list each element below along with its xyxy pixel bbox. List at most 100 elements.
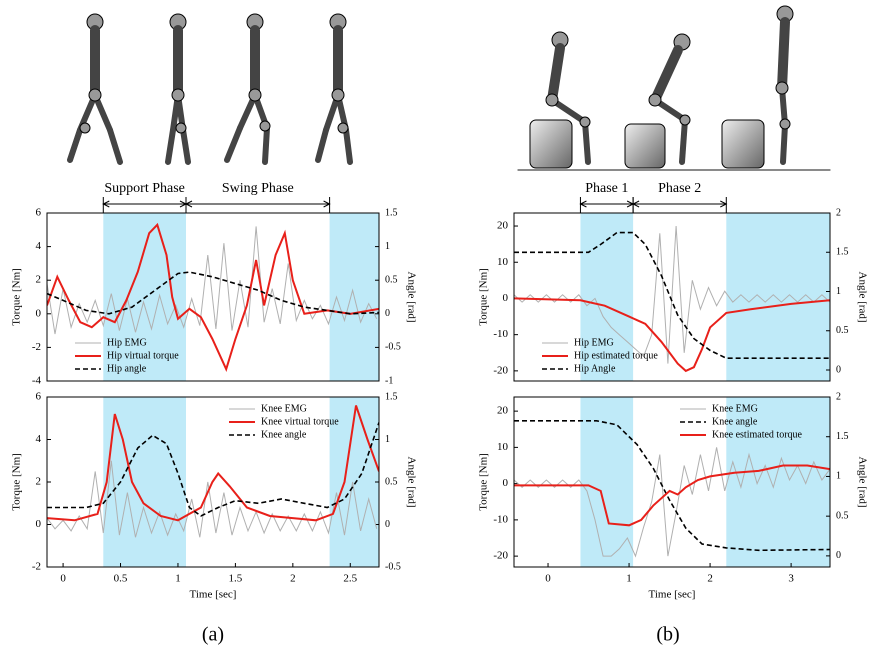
y-tick-label: 0 bbox=[503, 292, 509, 304]
chart: -4-20246-1-0.500.511.5Hip EMGHip virtual… bbox=[11, 181, 418, 386]
plot-area bbox=[47, 225, 379, 369]
y-tick-label: -10 bbox=[493, 513, 508, 525]
y-tick-label: 6 bbox=[36, 391, 42, 403]
y-tick-label: -20 bbox=[493, 550, 508, 562]
y-tick-label: 2 bbox=[36, 274, 42, 286]
x-axis-label: Time [sec] bbox=[649, 589, 696, 601]
phase-arrow bbox=[633, 201, 726, 207]
x-tick-label: 2.5 bbox=[343, 573, 357, 585]
y2-tick-label: 0 bbox=[836, 550, 841, 561]
phase-label: Swing Phase bbox=[222, 181, 294, 196]
walker bbox=[227, 14, 270, 162]
y-tick-label: -10 bbox=[493, 328, 508, 340]
y2-tick-label: 0 bbox=[836, 364, 841, 375]
x-tick-label: 2 bbox=[707, 573, 713, 585]
y2-tick-label: -0.5 bbox=[385, 342, 401, 353]
y2-tick-label: 1 bbox=[836, 471, 841, 482]
y2-tick-label: 0.5 bbox=[836, 510, 849, 521]
x-tick-label: 2 bbox=[290, 573, 296, 585]
y-tick-label: 20 bbox=[497, 405, 509, 417]
walking-figures bbox=[70, 14, 350, 162]
x-tick-label: 0.5 bbox=[114, 573, 128, 585]
y2-tick-label: 0.5 bbox=[836, 325, 849, 336]
legend-label: Hip estimated torque bbox=[574, 350, 658, 361]
y2-tick-label: -1 bbox=[385, 375, 393, 386]
stander bbox=[776, 6, 793, 162]
x-tick-label: 0 bbox=[60, 573, 66, 585]
phase-label: Phase 1 bbox=[585, 181, 628, 196]
caption: (b) bbox=[656, 624, 679, 646]
legend-label: Hip EMG bbox=[107, 337, 147, 348]
y2-tick-label: 1 bbox=[385, 241, 390, 252]
figure: (a) (b) -4-20246-1-0.500.511.5Hip EMGHip… bbox=[0, 0, 875, 654]
legend-label: Knee estimated torque bbox=[712, 429, 803, 440]
y2-tick-label: 1 bbox=[836, 286, 841, 297]
y2-tick-label: 1.5 bbox=[836, 431, 849, 442]
y2-axis-label: Angle [rad] bbox=[405, 456, 417, 507]
sit-to-stand-figures bbox=[518, 6, 830, 170]
caption: (a) bbox=[202, 624, 224, 646]
phase-arrow bbox=[103, 201, 186, 207]
y2-tick-label: 0.5 bbox=[385, 476, 398, 487]
y-tick-label: -2 bbox=[32, 341, 41, 353]
y-tick-label: 0 bbox=[503, 477, 509, 489]
x-tick-label: 1.5 bbox=[229, 573, 243, 585]
y2-tick-label: 1.5 bbox=[385, 391, 398, 402]
x-tick-label: 3 bbox=[788, 573, 794, 585]
y2-axis-label: Angle [rad] bbox=[856, 271, 868, 322]
series-line bbox=[47, 461, 377, 538]
y2-tick-label: 2 bbox=[836, 391, 841, 402]
series-line bbox=[47, 272, 379, 314]
y2-tick-label: 0.5 bbox=[385, 274, 398, 285]
y-axis-label: Torque [Nm] bbox=[478, 453, 490, 511]
y-tick-label: -20 bbox=[493, 364, 508, 376]
legend-label: Knee virtual torque bbox=[261, 416, 339, 427]
y-tick-label: 4 bbox=[36, 433, 42, 445]
chart: -20-100102000.511.520123Knee EMGKnee ang… bbox=[478, 391, 869, 600]
legend-label: Hip EMG bbox=[574, 337, 614, 348]
phase-label: Support Phase bbox=[104, 181, 185, 196]
series-line bbox=[47, 226, 377, 334]
legend-label: Knee EMG bbox=[261, 403, 307, 414]
y-axis-label: Torque [Nm] bbox=[11, 268, 23, 326]
chair bbox=[530, 120, 572, 168]
legend-label: Knee EMG bbox=[712, 403, 758, 414]
y-axis-label: Torque [Nm] bbox=[478, 268, 490, 326]
phase-label: Phase 2 bbox=[658, 181, 701, 196]
series-line bbox=[47, 225, 379, 369]
chair bbox=[625, 124, 665, 168]
walker bbox=[168, 14, 188, 162]
legend-label: Hip virtual torque bbox=[107, 350, 179, 361]
x-tick-label: 0 bbox=[545, 573, 551, 585]
y-tick-label: 4 bbox=[36, 240, 42, 252]
y-axis-label: Torque [Nm] bbox=[11, 453, 23, 511]
y2-tick-label: -0.5 bbox=[385, 561, 401, 572]
phase-shade bbox=[103, 397, 186, 567]
y-tick-label: -4 bbox=[32, 375, 42, 387]
phase-arrow bbox=[186, 201, 330, 207]
walker bbox=[318, 14, 350, 162]
y2-tick-label: 0 bbox=[385, 519, 390, 530]
y-tick-label: 2 bbox=[36, 476, 42, 488]
y2-tick-label: 1 bbox=[385, 434, 390, 445]
phase-shade bbox=[726, 213, 830, 381]
series-line bbox=[47, 423, 379, 517]
y-tick-label: -2 bbox=[32, 561, 41, 573]
walker bbox=[70, 14, 120, 162]
y2-tick-label: 1.5 bbox=[836, 247, 849, 258]
y-tick-label: 6 bbox=[36, 207, 42, 219]
legend-label: Knee angle bbox=[712, 416, 758, 427]
y-tick-label: 10 bbox=[497, 256, 509, 268]
chair bbox=[722, 120, 764, 168]
legend-label: Hip Angle bbox=[574, 363, 616, 374]
y-tick-label: 0 bbox=[36, 518, 42, 530]
legend-label: Hip angle bbox=[107, 363, 147, 374]
y-tick-label: 10 bbox=[497, 441, 509, 453]
phase-arrow bbox=[580, 201, 633, 207]
y2-tick-label: 0 bbox=[385, 308, 390, 319]
y2-tick-label: 1.5 bbox=[385, 207, 398, 218]
y2-axis-label: Angle [rad] bbox=[856, 456, 868, 507]
x-axis-label: Time [sec] bbox=[190, 589, 237, 601]
